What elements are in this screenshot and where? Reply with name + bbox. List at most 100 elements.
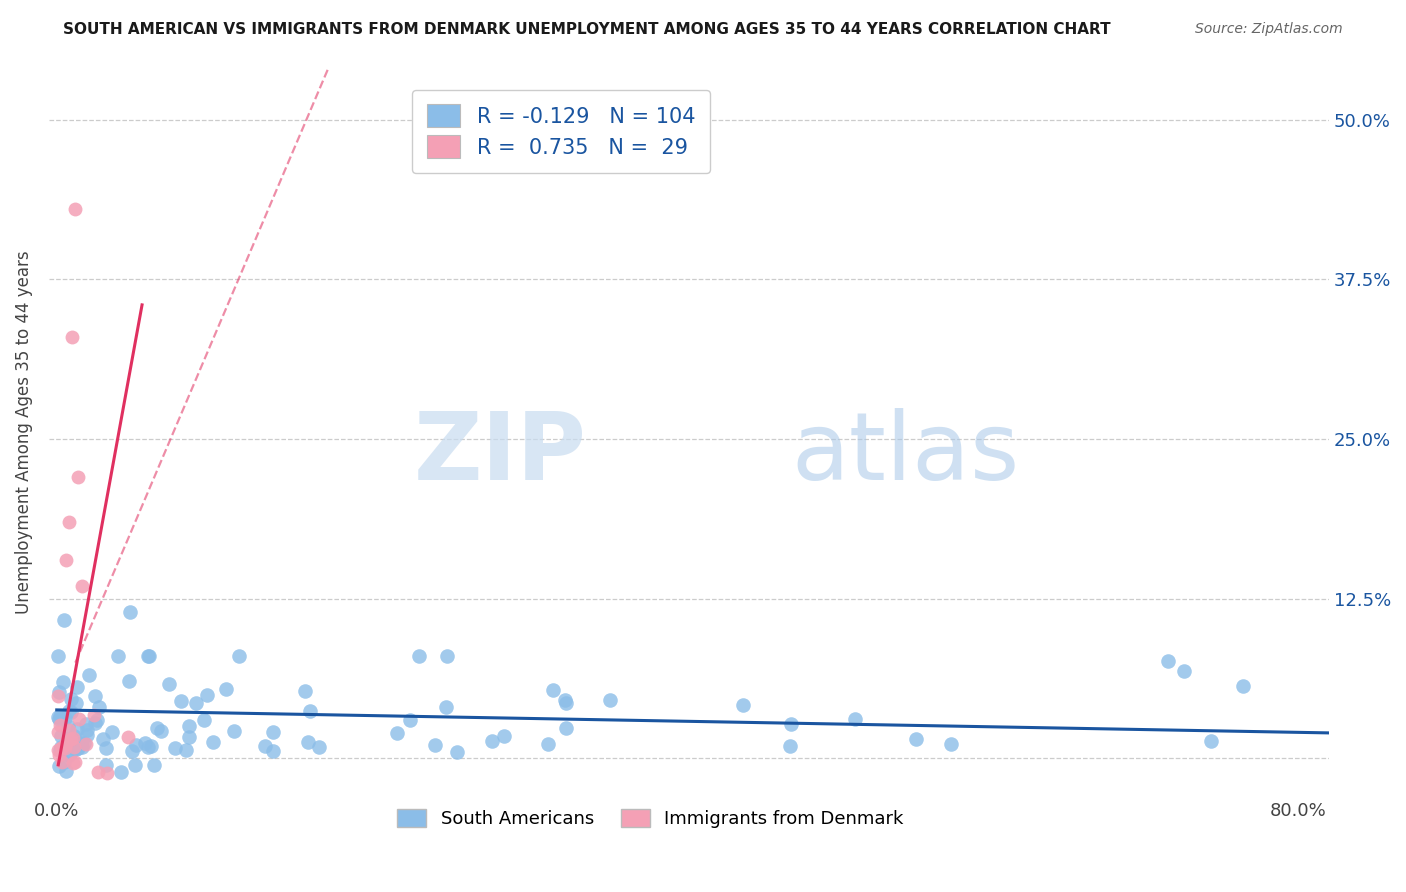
Point: [62, 731, 84, 746]
Point: [138, 740, 160, 755]
Point: [94, 758, 117, 772]
Point: [46, 689, 69, 703]
Point: [56, 719, 79, 733]
Point: [46, 743, 69, 757]
Point: [195, 688, 218, 702]
Point: [193, 714, 215, 728]
Point: [492, 729, 515, 743]
Point: [146, 721, 169, 735]
Point: [481, 734, 503, 748]
Point: [599, 692, 621, 706]
Point: [434, 699, 457, 714]
Point: [48, 685, 70, 699]
Point: [541, 683, 564, 698]
Point: [55, 711, 77, 725]
Point: [62, 756, 84, 770]
Point: [174, 743, 197, 757]
Point: [844, 712, 866, 726]
Point: [425, 739, 447, 753]
Point: [110, 765, 132, 780]
Point: [53, 741, 76, 756]
Point: [91, 732, 114, 747]
Point: [186, 696, 208, 710]
Point: [554, 692, 576, 706]
Point: [49, 717, 72, 731]
Point: [408, 649, 430, 664]
Point: [1157, 654, 1180, 668]
Point: [385, 726, 408, 740]
Point: [75, 737, 97, 751]
Point: [51, 755, 73, 769]
Y-axis label: Unemployment Among Ages 35 to 44 years: Unemployment Among Ages 35 to 44 years: [15, 251, 32, 615]
Point: [201, 735, 224, 749]
Point: [53, 614, 76, 628]
Point: [59, 745, 82, 759]
Point: [107, 649, 129, 664]
Text: atlas: atlas: [792, 409, 1019, 500]
Point: [65, 742, 87, 756]
Point: [55, 553, 77, 567]
Point: [55, 764, 77, 778]
Text: SOUTH AMERICAN VS IMMIGRANTS FROM DENMARK UNEMPLOYMENT AMONG AGES 35 TO 44 YEARS: SOUTH AMERICAN VS IMMIGRANTS FROM DENMAR…: [63, 22, 1111, 37]
Point: [63, 741, 86, 756]
Point: [58, 747, 80, 762]
Point: [86, 714, 108, 728]
Point: [101, 724, 124, 739]
Text: Source: ZipAtlas.com: Source: ZipAtlas.com: [1195, 22, 1343, 37]
Point: [1199, 734, 1222, 748]
Point: [436, 649, 458, 664]
Point: [51, 729, 73, 743]
Point: [77, 668, 100, 682]
Point: [70, 579, 93, 593]
Point: [48, 759, 70, 773]
Point: [51, 741, 73, 756]
Point: [46, 710, 69, 724]
Point: [905, 731, 928, 746]
Point: [66, 722, 89, 736]
Point: [294, 684, 316, 698]
Point: [555, 696, 578, 710]
Point: [63, 740, 86, 755]
Point: [228, 649, 250, 664]
Point: [117, 673, 139, 688]
Point: [55, 737, 77, 751]
Legend: South Americans, Immigrants from Denmark: South Americans, Immigrants from Denmark: [389, 801, 911, 835]
Point: [52, 674, 75, 689]
Point: [51, 740, 73, 755]
Point: [58, 515, 80, 529]
Point: [299, 704, 322, 718]
Point: [124, 758, 146, 772]
Point: [138, 649, 160, 664]
Point: [177, 719, 200, 733]
Point: [446, 745, 468, 759]
Point: [94, 741, 117, 756]
Point: [177, 730, 200, 744]
Point: [779, 717, 801, 731]
Point: [308, 739, 330, 754]
Point: [70, 740, 93, 755]
Point: [83, 690, 105, 704]
Point: [49, 709, 72, 723]
Point: [52, 755, 75, 769]
Point: [67, 712, 90, 726]
Point: [118, 605, 141, 619]
Point: [157, 677, 180, 691]
Text: ZIP: ZIP: [413, 409, 586, 500]
Point: [48, 748, 70, 763]
Point: [55, 735, 77, 749]
Point: [83, 716, 105, 731]
Point: [67, 470, 90, 484]
Point: [89, 700, 111, 714]
Point: [254, 739, 277, 754]
Point: [59, 691, 82, 706]
Point: [117, 731, 139, 745]
Point: [73, 736, 96, 750]
Point: [48, 712, 70, 726]
Point: [51, 740, 73, 755]
Point: [939, 737, 962, 751]
Point: [139, 739, 162, 753]
Point: [63, 755, 86, 769]
Point: [75, 716, 97, 731]
Point: [83, 707, 105, 722]
Point: [65, 696, 87, 710]
